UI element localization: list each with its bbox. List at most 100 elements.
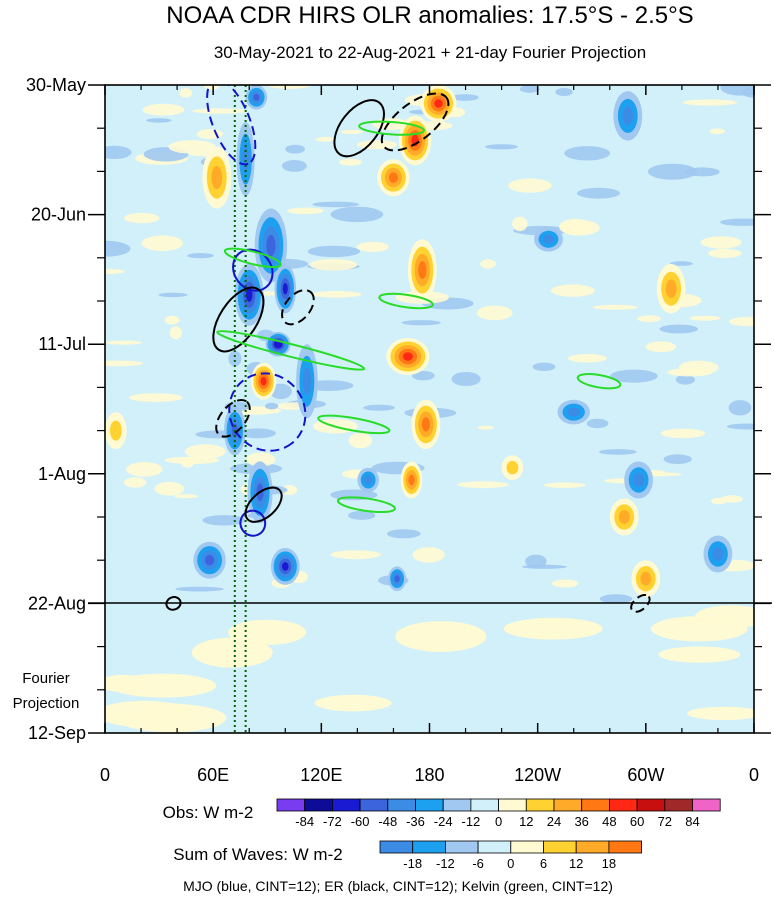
mjo-wave-contour (206, 85, 257, 166)
colorbar-swatch (608, 840, 643, 854)
olr-texture-patch (411, 371, 435, 381)
colorbar-swatch (510, 840, 544, 854)
footnote: MJO (blue, CINT=12); ER (black, CINT=12)… (183, 878, 613, 894)
olr-texture-patch (726, 423, 754, 430)
kelvin-wave-contour (336, 496, 396, 514)
colorbar-swatch (331, 798, 361, 812)
olr-texture-patch (356, 140, 398, 150)
colorbar-swatch (477, 840, 512, 854)
wave-contours (165, 85, 651, 613)
colorbar-swatch (379, 840, 414, 854)
olr-texture-patch (348, 432, 373, 449)
y-tick-label: 12-Sep (28, 723, 86, 743)
olr-texture-patch (202, 515, 246, 526)
olr-texture-patch (598, 449, 637, 455)
olr-texture-patch (477, 425, 494, 430)
reference-longitude-lines (233, 85, 247, 733)
olr-texture-patch (239, 428, 276, 439)
colorbar-swatch (412, 840, 446, 854)
positive-anomaly-contour (402, 352, 413, 361)
colorbar-level-label: -6 (472, 856, 484, 871)
olr-texture-patch (543, 482, 587, 489)
olr-texture-patch (720, 85, 754, 96)
obs-colorbar: -84 -72 -60 -48 -36 -24 -12 0 12 24 36 48 60 72 84 (276, 798, 721, 829)
projection-texture-patch (695, 605, 754, 628)
x-tick-label: 0 (100, 765, 110, 785)
colorbar-level-label: -12 (462, 814, 481, 829)
olr-texture-patch (105, 340, 142, 345)
olr-texture-patch (508, 178, 552, 193)
chart-title: NOAA CDR HIRS OLR anomalies: 17.5°S - 2.… (166, 2, 693, 29)
er-wave-contour (333, 99, 385, 158)
olr-texture-patch (682, 99, 738, 106)
chart-subtitle: 30-May-2021 to 22-Aug-2021 + 21-day Four… (214, 43, 646, 62)
olr-texture-patch (599, 594, 633, 604)
y-tick-label: 30-May (26, 75, 86, 95)
projection-texture-patch (687, 706, 754, 721)
olr-texture-patch (179, 88, 193, 98)
colorbar-swatch (387, 798, 416, 812)
olr-texture-patch (659, 324, 699, 334)
olr-texture-patch (567, 354, 607, 363)
olr-texture-patch (168, 140, 216, 154)
plot-area (105, 85, 754, 733)
olr-texture-patch (315, 136, 336, 142)
projection-texture-patch (228, 619, 307, 645)
olr-texture-patch (729, 316, 754, 327)
olr-texture-patch (700, 236, 742, 249)
colorbar-swatch (498, 798, 527, 812)
colorbar-swatch (553, 798, 583, 812)
olr-texture-patch (532, 362, 556, 371)
colorbar-level-label: 0 (507, 856, 514, 871)
olr-texture-patch (519, 85, 540, 93)
olr-texture-patch (265, 402, 279, 410)
waves-colorbar: -18 -12 -6 0 6 12 18 (379, 840, 643, 871)
colorbar-swatch (525, 798, 555, 812)
colorbar-swatch (276, 798, 306, 812)
x-tick-label: 60W (627, 765, 664, 785)
positive-anomaly-contour (434, 99, 443, 108)
olr-texture-patch (142, 103, 185, 116)
olr-texture-patch (663, 454, 692, 465)
colorbar-swatch (609, 798, 638, 812)
olr-texture-patch (196, 129, 223, 140)
olr-texture-patch (287, 207, 324, 215)
x-tick-label: 120E (300, 765, 342, 785)
projection-texture-patch (503, 617, 603, 640)
olr-texture-patch (401, 320, 441, 326)
colorbar-swatch (470, 798, 499, 812)
colorbar-level-label: -60 (351, 814, 370, 829)
colorbar-level-label: 36 (574, 814, 588, 829)
olr-texture-patch (647, 163, 697, 180)
er-wave-contour (215, 398, 251, 438)
colorbar-swatch (304, 798, 333, 812)
olr-texture-patch (412, 547, 445, 563)
olr-texture-patch (689, 315, 721, 321)
positive-anomaly-contour (211, 166, 223, 190)
mjo-wave-contour (232, 248, 274, 292)
negative-anomaly-contour (205, 554, 215, 566)
olr-texture-patch (480, 259, 497, 269)
olr-texture-patch (720, 495, 743, 503)
projection-label-line2: Projection (13, 695, 80, 712)
olr-texture-patch (228, 350, 242, 367)
olr-texture-patch (330, 206, 384, 223)
olr-texture-patch (105, 360, 144, 367)
projection-texture-patch (116, 703, 227, 733)
olr-texture-patch (123, 477, 147, 488)
olr-texture-patch (551, 579, 579, 588)
positive-anomaly-contour (388, 172, 398, 183)
colorbar-level-label: 84 (685, 814, 699, 829)
obs-colorbar-label: Obs: W m-2 (163, 803, 254, 822)
olr-texture-patch (675, 374, 695, 385)
positive-anomaly-contour (421, 417, 430, 432)
colorbar-swatch (636, 798, 666, 812)
olr-texture-patch (184, 444, 226, 459)
projection-texture-patch (395, 621, 487, 652)
projection-texture-patch (658, 646, 741, 663)
olr-texture-patch (610, 369, 658, 383)
er-wave-contour (212, 286, 265, 353)
olr-texture-patch (485, 144, 518, 150)
olr-texture-patch (311, 291, 362, 298)
